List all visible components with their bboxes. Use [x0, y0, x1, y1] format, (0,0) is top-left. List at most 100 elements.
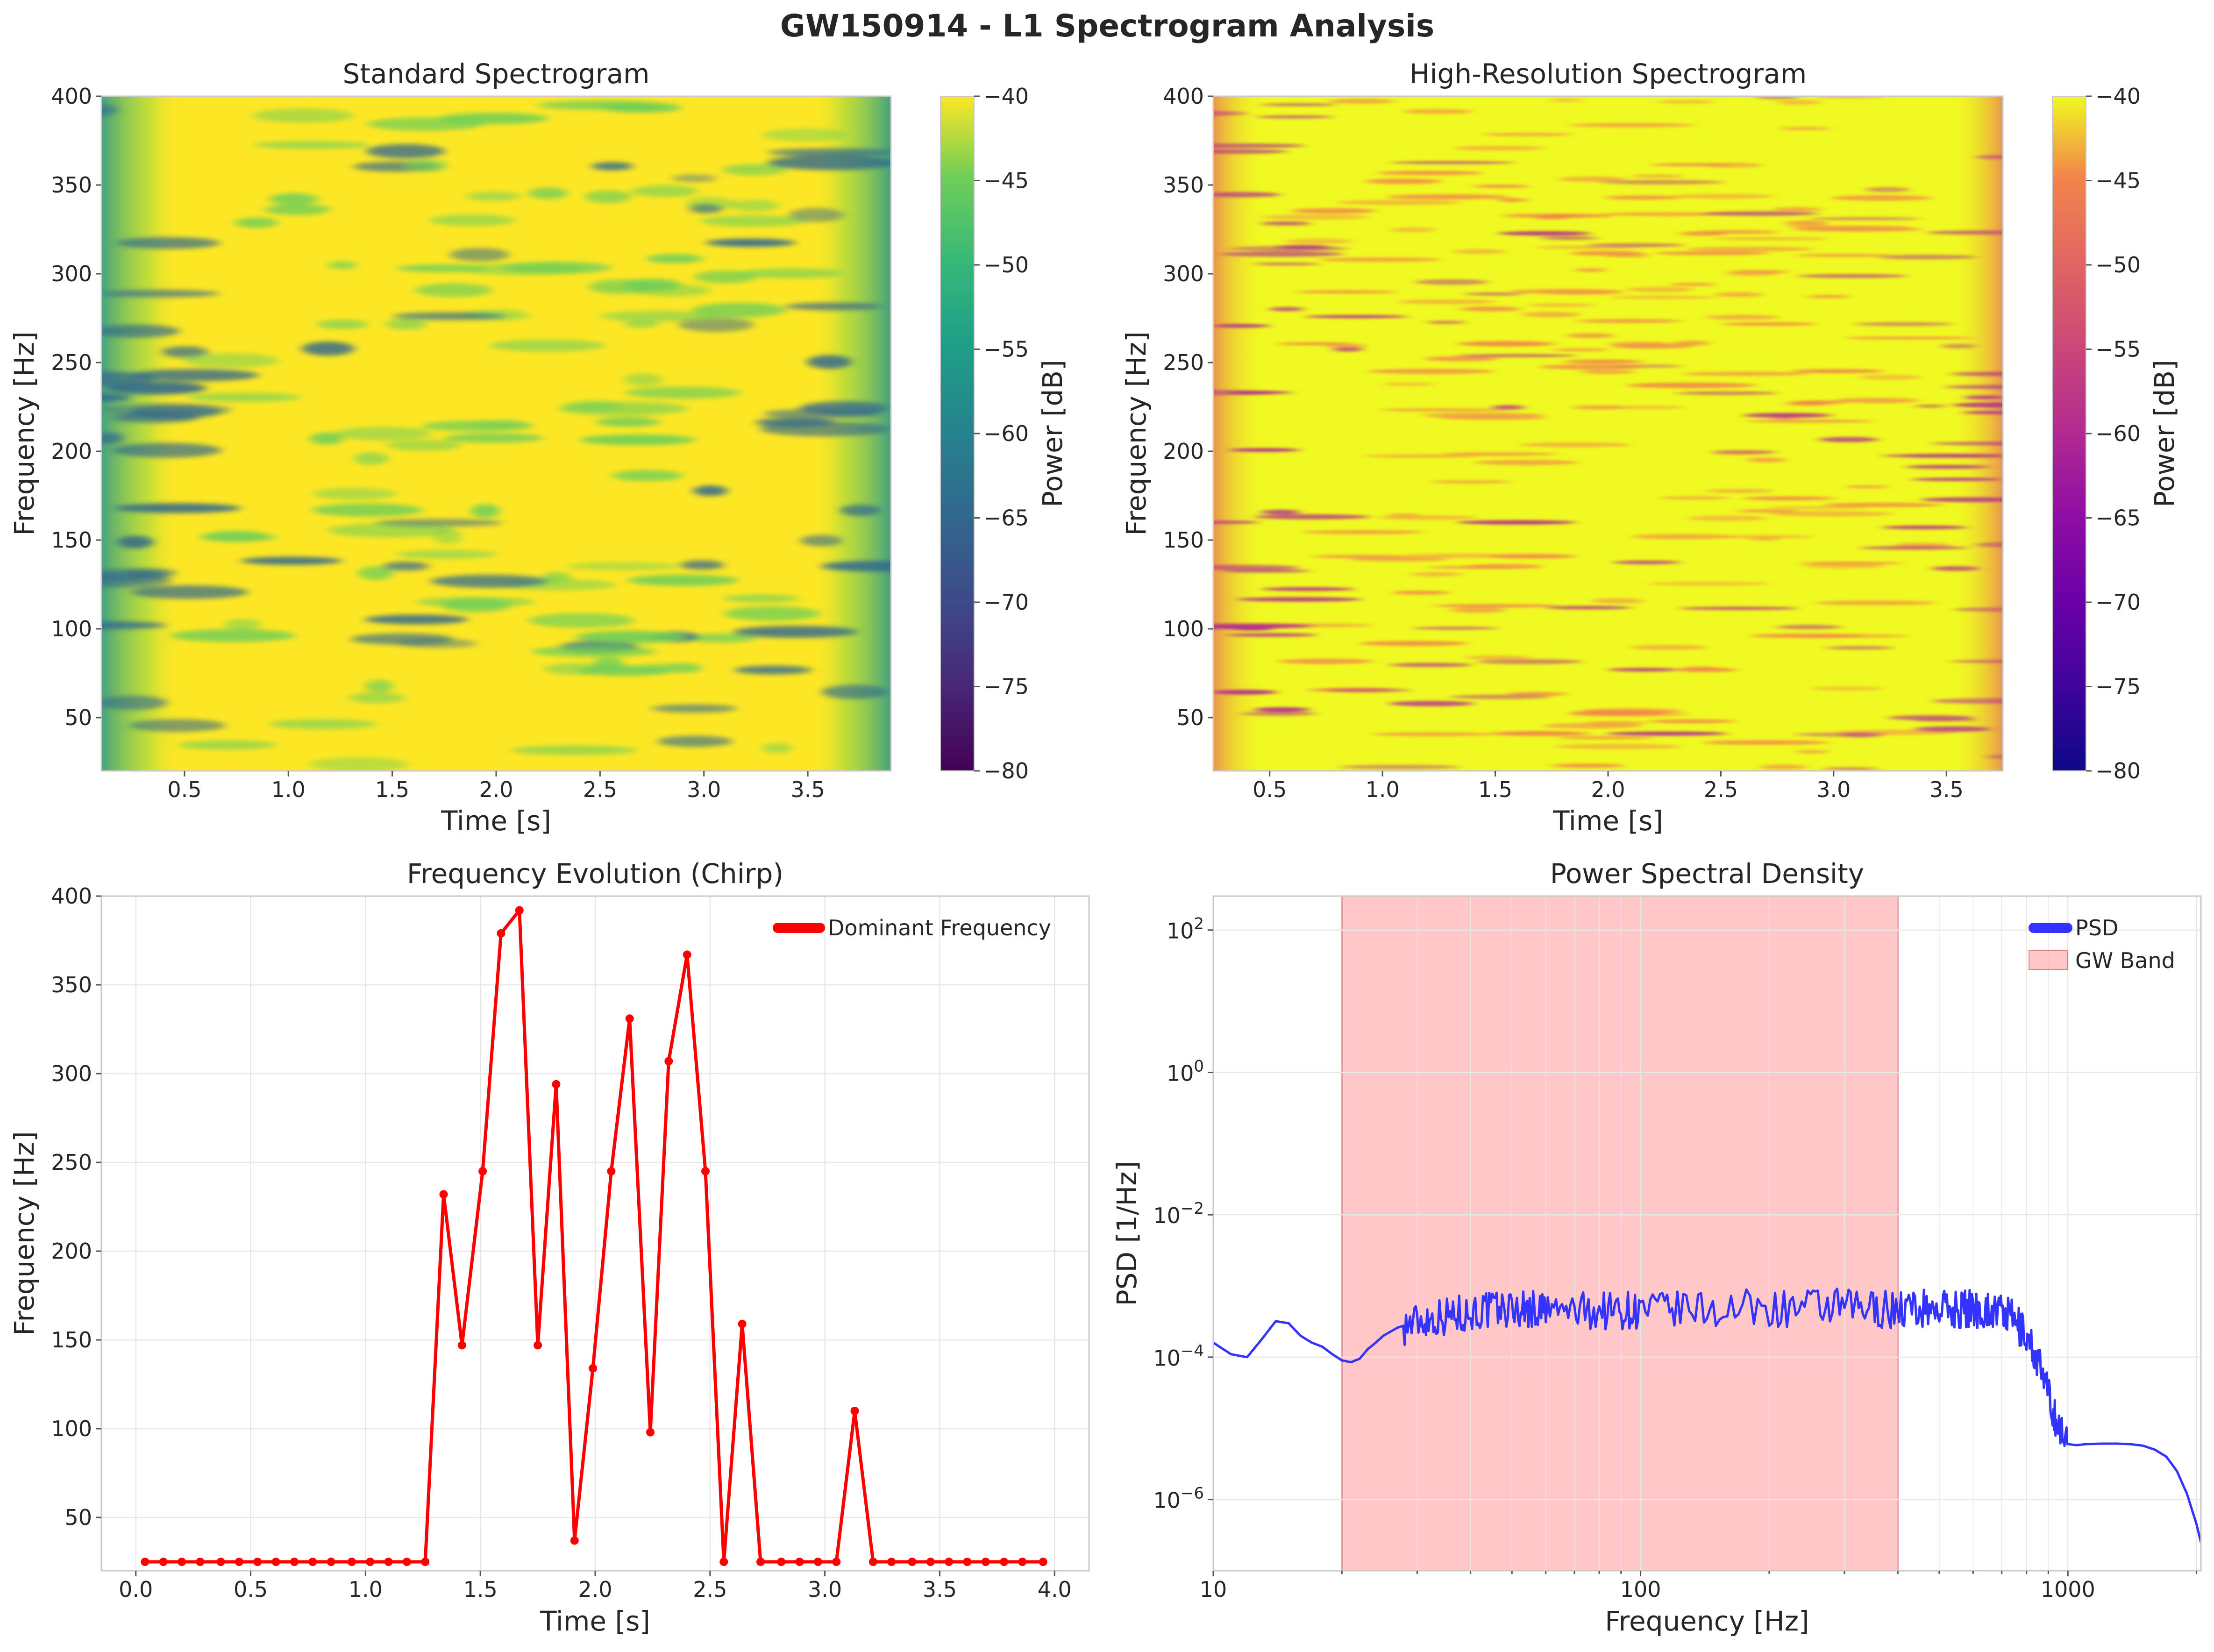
spectrogram-feature — [1592, 598, 1644, 604]
spectrogram-feature — [1260, 214, 1369, 220]
y-tick-label: 200 — [51, 439, 92, 464]
panel-frequency-evolution: Frequency Evolution (Chirp) 0.0 0.5 1.0 1.5… — [8, 858, 1090, 1637]
y-tick-label: 300 — [1163, 261, 1204, 286]
colorbar-b — [2052, 96, 2086, 771]
spectrogram-feature — [101, 432, 123, 444]
spectrogram-feature — [1945, 385, 2003, 389]
spectrogram-feature — [623, 373, 663, 386]
spectrogram-feature — [1569, 123, 1695, 128]
colorbar-tick-label: −45 — [2095, 168, 2141, 193]
spectrogram-feature — [1627, 382, 1757, 388]
spectrogram-feature — [689, 204, 723, 214]
dominant-frequency-point — [589, 1364, 598, 1373]
dominant-frequency-point — [756, 1558, 765, 1566]
spectrogram-feature — [253, 141, 370, 149]
spectrogram-feature — [1350, 557, 1449, 562]
spectrogram-feature — [1430, 480, 1511, 484]
spectrogram-feature — [1895, 542, 1951, 547]
colorbar-tick-label: −45 — [983, 168, 1029, 193]
spectrogram-feature — [1613, 560, 1680, 564]
panel-c-ylabel: Frequency [Hz] — [8, 1131, 40, 1335]
colorbar-b-label: Power [dB] — [2149, 360, 2180, 507]
spectrogram-feature — [1410, 572, 1463, 577]
spectrogram-feature — [187, 392, 302, 402]
x-tick-label: 1.0 — [271, 777, 306, 802]
x-tick-label: 1.0 — [349, 1577, 383, 1602]
panel-d-title: Power Spectral Density — [1550, 858, 1864, 890]
spectrogram-feature — [1551, 763, 1625, 768]
spectrogram-feature — [1285, 238, 1353, 244]
spectrogram-feature — [1815, 600, 1936, 605]
colorbar-tick-label: −50 — [2095, 252, 2141, 278]
spectrogram-feature — [1427, 320, 1466, 324]
spectrogram-feature — [1703, 740, 1830, 745]
spectrogram-feature — [1450, 607, 1506, 613]
spectrogram-feature — [1458, 341, 1556, 347]
dominant-frequency-point — [308, 1558, 317, 1566]
spectrogram-feature — [800, 534, 842, 547]
dominant-frequency-point — [908, 1558, 917, 1566]
x-tick-label: 0.5 — [234, 1577, 268, 1602]
x-tick-label: 3.0 — [808, 1577, 842, 1602]
spectrogram-feature — [383, 562, 429, 571]
spectrogram-feature — [1858, 375, 1922, 380]
spectrogram-feature — [1792, 369, 1884, 373]
spectrogram-feature — [178, 740, 277, 750]
spectrogram-feature — [580, 434, 696, 445]
dominant-frequency-point — [738, 1319, 747, 1328]
spectrogram-feature — [840, 505, 881, 516]
spectrogram-feature — [396, 549, 498, 559]
x-tick-label: 1.5 — [463, 1577, 498, 1602]
spectrogram-feature — [1706, 489, 1774, 493]
spectrogram-feature — [1818, 437, 1879, 442]
spectrogram-feature — [1465, 655, 1532, 660]
spectrogram-feature — [312, 488, 397, 500]
spectrogram-feature — [1606, 731, 1728, 736]
spectrogram-feature — [1927, 230, 2003, 235]
spectrogram-feature — [1232, 627, 1273, 631]
dominant-frequency-point — [402, 1558, 411, 1566]
panel-a-title: Standard Spectrogram — [342, 58, 649, 90]
spectrogram-feature — [449, 248, 509, 262]
dominant-frequency-point — [1018, 1558, 1027, 1566]
spectrogram-feature — [1986, 755, 2003, 758]
colorbar-tick-label: −40 — [2095, 84, 2141, 109]
y-tick-label: 200 — [1163, 439, 1204, 464]
spectrogram-feature — [1254, 514, 1371, 520]
spectrogram-feature — [1491, 405, 1525, 410]
spectrogram-b-left-edge — [1213, 96, 1265, 771]
spectrogram-feature — [632, 284, 711, 297]
dominant-frequency-point — [552, 1080, 561, 1089]
spectrogram-feature — [1498, 231, 1592, 236]
spectrogram-feature — [528, 187, 568, 199]
spectrogram-feature — [1527, 303, 1596, 307]
spectrogram-feature — [131, 585, 249, 599]
x-tick-label: 4.0 — [1038, 1577, 1072, 1602]
colorbar-tick-label: −60 — [983, 421, 1029, 446]
spectrogram-feature — [1254, 707, 1310, 712]
spectrogram-feature — [1475, 460, 1579, 465]
spectrogram-feature — [1951, 371, 2003, 376]
spectrogram-feature — [596, 417, 661, 427]
spectrogram-feature — [415, 283, 492, 297]
dominant-frequency-point — [366, 1558, 375, 1566]
dominant-frequency-point — [439, 1190, 448, 1199]
spectrogram-feature — [1860, 546, 1968, 550]
spectrogram-feature — [1675, 391, 1778, 395]
spectrogram-feature — [730, 199, 779, 212]
spectrogram-feature — [1363, 454, 1479, 458]
spectrogram-feature — [1558, 736, 1655, 740]
y-tick-label: 250 — [1163, 350, 1204, 375]
spectrogram-feature — [1380, 408, 1509, 412]
panel-d-legend: PSD GW Band — [2029, 915, 2175, 973]
spectrogram-feature — [1794, 400, 1847, 405]
colorbar-tick-label: −80 — [2095, 758, 2141, 783]
spectrogram-feature — [1779, 127, 1832, 130]
spectrogram-feature — [657, 735, 733, 747]
spectrogram-feature — [1213, 111, 1247, 116]
spectrogram-feature — [1609, 406, 1685, 409]
x-tick-label: 3.5 — [923, 1577, 957, 1602]
spectrogram-feature — [1450, 694, 1550, 699]
spectrogram-feature — [1611, 343, 1692, 349]
spectrogram-feature — [162, 346, 208, 358]
